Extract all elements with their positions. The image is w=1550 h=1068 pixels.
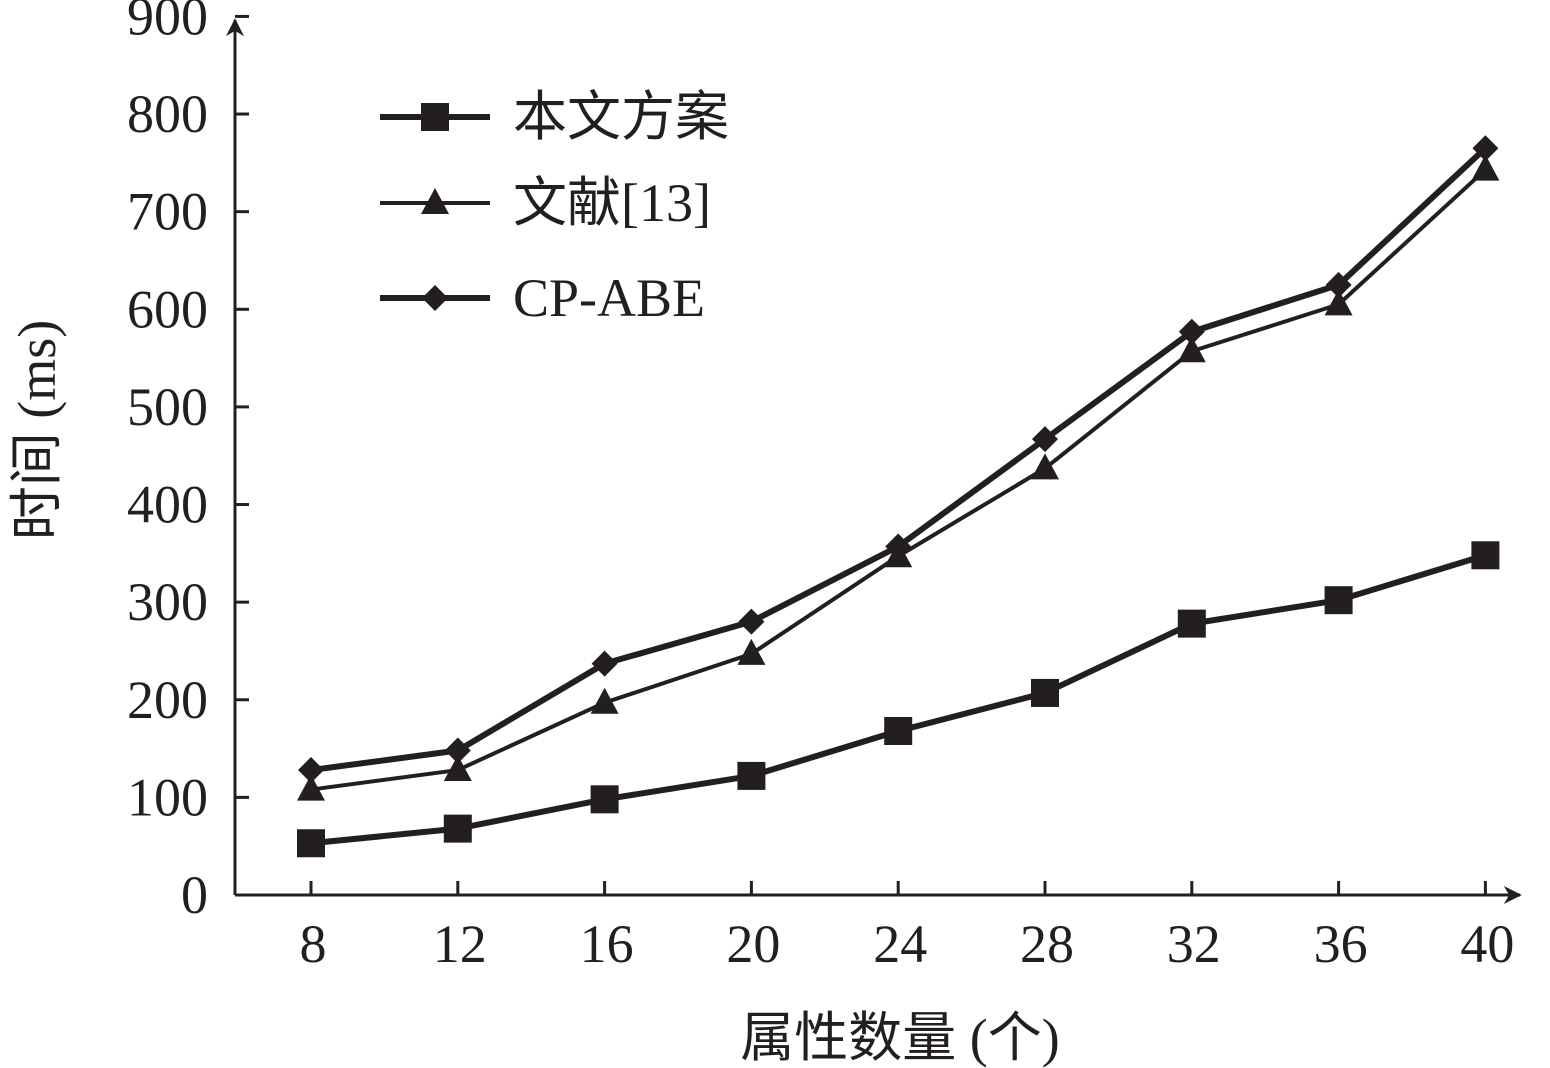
legend-label: CP-ABE bbox=[513, 268, 705, 328]
legend-swatch-marker bbox=[421, 188, 449, 214]
x-tick-label: 24 bbox=[873, 914, 927, 974]
y-tick-label: 100 bbox=[127, 767, 208, 827]
data-point bbox=[1471, 154, 1500, 181]
x-tick-label: 28 bbox=[1020, 914, 1074, 974]
y-tick-label: 400 bbox=[127, 475, 208, 535]
legend-item: 本文方案 bbox=[380, 87, 729, 147]
y-tick-label: 600 bbox=[127, 279, 208, 339]
data-point bbox=[590, 687, 619, 714]
data-point bbox=[297, 774, 325, 801]
x-tick-label: 20 bbox=[726, 914, 780, 974]
data-point bbox=[444, 737, 471, 764]
x-axis-ticks: 8 12 16 20 24 28 32 36 40 bbox=[300, 881, 1514, 974]
x-tick-label: 12 bbox=[433, 914, 487, 974]
series-line bbox=[310, 552, 1487, 847]
series-2 bbox=[297, 154, 1500, 801]
data-point bbox=[591, 650, 618, 677]
legend-swatch-marker bbox=[421, 103, 449, 131]
y-tick-label: 500 bbox=[127, 377, 208, 437]
y-tick-label: 300 bbox=[127, 572, 208, 632]
data-point bbox=[1178, 318, 1205, 345]
series-3 bbox=[298, 135, 1499, 784]
data-point bbox=[1031, 678, 1059, 707]
data-point bbox=[884, 716, 913, 745]
data-point bbox=[443, 814, 472, 843]
series-line bbox=[310, 146, 1488, 774]
series-layer bbox=[297, 135, 1500, 858]
y-tick-label: 800 bbox=[127, 84, 208, 144]
data-point bbox=[298, 757, 324, 784]
data-point bbox=[590, 785, 619, 814]
x-axis-title: 属性数量 (个) bbox=[740, 1008, 1059, 1068]
data-point bbox=[1324, 586, 1353, 615]
data-point bbox=[1032, 426, 1058, 453]
data-point bbox=[1177, 609, 1206, 638]
y-tick-label: 0 bbox=[181, 865, 208, 925]
legend-label: 文献[13] bbox=[513, 173, 711, 233]
legend-label: 本文方案 bbox=[513, 87, 729, 147]
data-point bbox=[1472, 135, 1499, 162]
x-tick-label: 16 bbox=[580, 914, 634, 974]
data-point bbox=[443, 755, 472, 782]
x-tick-label: 36 bbox=[1314, 914, 1368, 974]
y-axis-ticks: 0 100 200 300 400 500 600 700 800 900 bbox=[127, 0, 249, 925]
y-tick-label: 700 bbox=[127, 182, 208, 242]
data-point bbox=[738, 608, 765, 635]
y-axis-title: 时间 (ms) bbox=[7, 320, 67, 540]
data-point bbox=[1177, 336, 1206, 363]
x-tick-label: 32 bbox=[1167, 914, 1221, 974]
legend-swatch-marker bbox=[422, 285, 448, 311]
data-point bbox=[1324, 289, 1353, 316]
data-point bbox=[1325, 271, 1352, 298]
x-tick-label: 8 bbox=[300, 914, 327, 974]
legend-item: 文献[13] bbox=[380, 173, 711, 233]
data-point bbox=[737, 638, 766, 665]
legend-item: CP-ABE bbox=[380, 268, 705, 328]
data-point bbox=[1471, 541, 1500, 570]
data-point bbox=[297, 829, 325, 858]
series-line bbox=[310, 168, 1487, 792]
data-point bbox=[885, 533, 912, 560]
y-tick-label: 200 bbox=[127, 670, 208, 730]
axes bbox=[226, 18, 1522, 904]
data-point bbox=[737, 761, 766, 790]
series-1 bbox=[297, 541, 1500, 858]
y-tick-label: 900 bbox=[127, 0, 208, 46]
x-tick-label: 40 bbox=[1460, 914, 1514, 974]
data-point bbox=[1031, 453, 1059, 480]
